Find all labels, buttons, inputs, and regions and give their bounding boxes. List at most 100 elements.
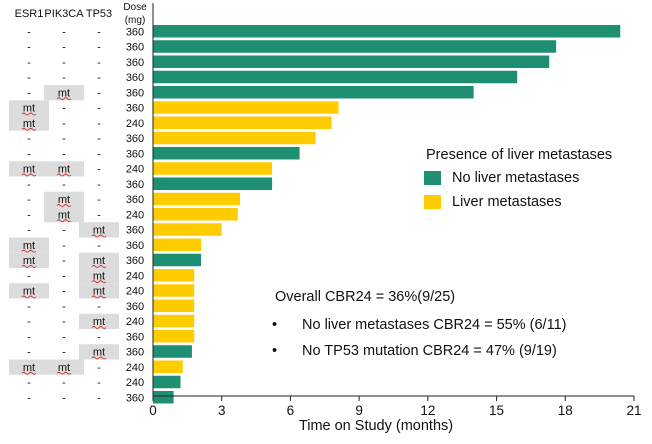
- bar-patient-5: [153, 86, 474, 99]
- column-header-pik3ca: PIK3CA: [44, 8, 84, 20]
- dose-label: 240: [126, 270, 144, 282]
- bar-patient-6: [153, 101, 339, 114]
- no-mutation-label: -: [27, 392, 31, 404]
- no-mutation-label: -: [97, 87, 101, 99]
- bar-patient-24: [153, 375, 181, 389]
- mutation-box: [79, 222, 119, 238]
- no-mutation-label: -: [27, 26, 31, 38]
- mutation-label: mt: [93, 255, 105, 267]
- mutation-box: [44, 359, 84, 375]
- no-mutation-label: -: [97, 26, 101, 38]
- bar-patient-14: [153, 223, 222, 236]
- no-mutation-label: -: [97, 392, 101, 404]
- dose-label: 360: [126, 72, 144, 84]
- no-mutation-label: -: [62, 42, 66, 54]
- legend-item-liver: Liver metastases: [424, 194, 562, 210]
- no-mutation-label: -: [97, 103, 101, 115]
- no-mutation-label: -: [27, 72, 31, 84]
- spellcheck-underline: [21, 173, 37, 177]
- bar-patient-25: [153, 391, 174, 404]
- no-mutation-label: -: [27, 301, 31, 313]
- mutation-box: [9, 237, 49, 253]
- bar-patient-17: [153, 269, 195, 282]
- no-mutation-label: -: [97, 301, 101, 313]
- spellcheck-underline: [21, 265, 37, 268]
- no-mutation-label: -: [97, 42, 101, 54]
- no-mutation-label: -: [27, 270, 31, 282]
- no-mutation-label: -: [27, 87, 31, 99]
- no-mutation-label: -: [62, 347, 66, 359]
- no-mutation-label: -: [97, 179, 101, 191]
- no-mutation-label: -: [27, 225, 31, 237]
- bar-patient-9: [153, 147, 300, 160]
- bullet-symbol: •: [272, 343, 278, 359]
- spellcheck-underline: [56, 219, 72, 223]
- bar-patient-7: [153, 116, 332, 129]
- bar-patient-4: [153, 70, 518, 84]
- no-mutation-label: -: [97, 118, 101, 130]
- mutation-label: mt: [93, 347, 105, 359]
- no-mutation-label: -: [62, 118, 66, 130]
- mutation-box: [79, 313, 119, 329]
- x-tick-label-15: 15: [489, 403, 504, 418]
- mutation-box: [79, 344, 119, 360]
- dose-label: 360: [126, 148, 144, 160]
- x-tick-label-0: 0: [149, 403, 157, 418]
- mutation-label: mt: [93, 286, 105, 298]
- spellcheck-underline: [91, 234, 107, 238]
- dose-label: 360: [126, 57, 144, 69]
- no-mutation-label: -: [97, 331, 101, 343]
- mutation-label: mt: [93, 270, 105, 282]
- column-header-tp53: TP53: [86, 8, 112, 20]
- bar-patient-20: [153, 314, 195, 328]
- no-mutation-label: -: [62, 301, 66, 313]
- no-mutation-label: -: [62, 133, 66, 145]
- spellcheck-underline: [56, 204, 72, 207]
- spellcheck-underline: [21, 112, 37, 116]
- bar-patient-16: [153, 253, 202, 267]
- mutation-label: mt: [58, 362, 70, 374]
- mutation-box: [9, 283, 49, 299]
- no-mutation-label: -: [27, 347, 31, 359]
- legend-title: Presence of liver metastases: [426, 147, 613, 163]
- bar-patient-21: [153, 330, 195, 343]
- dose-label: 360: [126, 347, 144, 359]
- mutation-box: [9, 161, 49, 177]
- x-tick-label-9: 9: [355, 403, 363, 418]
- mutation-box: [9, 359, 49, 375]
- spellcheck-underline: [91, 356, 107, 360]
- no-mutation-label: -: [97, 377, 101, 389]
- bar-patient-22: [153, 345, 192, 358]
- no-mutation-label: -: [27, 42, 31, 54]
- dose-label: 360: [126, 301, 144, 313]
- no-mutation-label: -: [97, 72, 101, 84]
- x-tick-label-12: 12: [420, 403, 435, 418]
- dose-label: 240: [126, 377, 144, 389]
- x-tick-label-21: 21: [626, 403, 641, 418]
- dose-label: 360: [126, 240, 144, 252]
- no-mutation-label: -: [62, 270, 66, 282]
- legend-label-no-liver: No liver metastases: [452, 170, 580, 186]
- dose-label: 360: [126, 42, 144, 54]
- mutation-label: mt: [58, 194, 70, 206]
- mutation-label: mt: [23, 118, 35, 130]
- bar-patient-8: [153, 131, 316, 145]
- mutation-label: mt: [58, 164, 70, 176]
- mutation-label: mt: [23, 164, 35, 176]
- mutation-box: [79, 268, 119, 284]
- no-mutation-label: -: [62, 286, 66, 298]
- no-mutation-label: -: [62, 331, 66, 343]
- no-mutation-label: -: [97, 209, 101, 221]
- spellcheck-underline: [21, 249, 37, 253]
- mutation-box: [9, 115, 49, 131]
- no-mutation-label: -: [27, 194, 31, 206]
- column-header-esr1: ESR1: [15, 8, 44, 20]
- no-mutation-label: -: [27, 133, 31, 145]
- mutation-box: [44, 207, 84, 223]
- legend-item-no-liver: No liver metastases: [424, 170, 579, 186]
- x-tick-label-3: 3: [218, 403, 226, 418]
- spellcheck-underline: [21, 127, 37, 131]
- no-mutation-label: -: [97, 194, 101, 206]
- annotation-no-liver-cbr24: • No liver metastases CBR24 = 55% (6/11): [272, 317, 566, 333]
- no-mutation-label: -: [27, 148, 31, 160]
